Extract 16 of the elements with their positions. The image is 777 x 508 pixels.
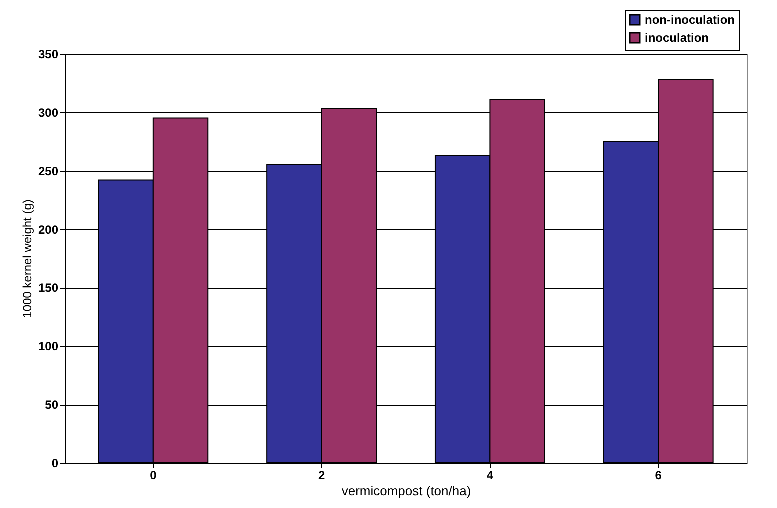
legend-label: non-inoculation [645, 13, 735, 27]
y-tick-label: 350 [38, 48, 59, 62]
x-axis-title: vermicompost (ton/ha) [342, 484, 472, 498]
y-tick-label: 50 [45, 398, 59, 412]
legend-label: inoculation [645, 31, 709, 45]
y-tick-label: 200 [38, 222, 59, 237]
x-tick-label: 6 [655, 468, 662, 482]
y-axis-title: 1000 kernel weight (g) [20, 200, 34, 318]
y-tick-label: 0 [52, 456, 59, 470]
x-tick-label: 4 [486, 468, 494, 482]
y-tick-label: 300 [38, 106, 59, 120]
y-tick-label: 100 [38, 340, 59, 354]
y-tick-label: 250 [38, 164, 59, 178]
x-tick-label: 0 [150, 468, 158, 482]
y-tick-label: 150 [38, 281, 59, 296]
x-tick-label: 2 [318, 468, 326, 482]
